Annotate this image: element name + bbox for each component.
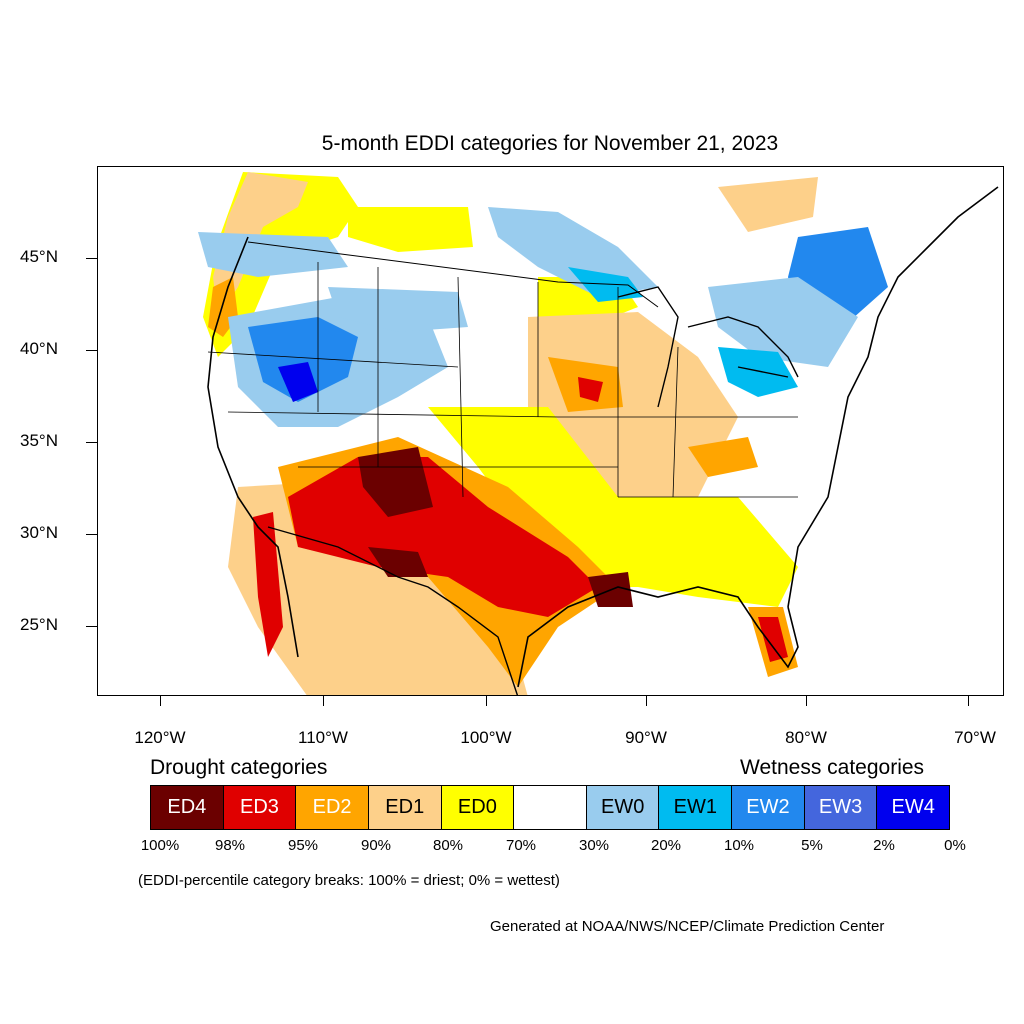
region-ew0-northern-rockies — [198, 232, 348, 277]
category-breaks-note: (EDDI-percentile category breaks: 100% =… — [138, 872, 560, 889]
x-axis-label-100w: 100°W — [460, 728, 512, 747]
y-tick-40n — [86, 350, 97, 351]
x-tick-110w — [323, 696, 324, 706]
y-axis-label-45n: 45°N — [20, 247, 58, 266]
region-ew1-ohio-valley — [718, 347, 798, 397]
legend-cell-ed1: ED1 — [368, 786, 442, 829]
legend-cell-ew0: EW0 — [586, 786, 660, 829]
region-ed3-iowa — [578, 377, 603, 402]
x-axis-label-120w: 120°W — [134, 728, 186, 747]
x-tick-90w — [646, 696, 647, 706]
category-legend-bar: ED4 ED3 ED2 ED1 ED0 EW0 EW1 EW2 EW3 EW4 — [150, 785, 950, 830]
mexico-border — [267, 526, 519, 695]
y-axis-label-25n: 25°N — [20, 615, 58, 634]
wetness-categories-heading: Wetness categories — [740, 756, 925, 779]
y-tick-25n — [86, 626, 97, 627]
y-axis-label-35n: 35°N — [20, 431, 58, 450]
credit-line: Generated at NOAA/NWS/NCEP/Climate Predi… — [490, 918, 885, 935]
legend-cell-ew3: EW3 — [804, 786, 878, 829]
legend-cell-ed3: ED3 — [223, 786, 297, 829]
legend-cell-ew1: EW1 — [659, 786, 733, 829]
percentile-label: 90% — [360, 837, 392, 854]
region-ed0-south — [428, 407, 798, 607]
eddi-map — [97, 166, 1004, 696]
legend-cell-ed2: ED2 — [296, 786, 369, 829]
y-tick-45n — [86, 258, 97, 259]
region-ed0-northern-plains — [348, 207, 473, 252]
region-ed1-northwest — [213, 172, 308, 317]
x-tick-70w — [968, 696, 969, 706]
region-ew1-rockies — [248, 317, 358, 402]
canada-border — [247, 241, 659, 308]
percentile-label: 98% — [214, 837, 246, 854]
region-ed4-new-mexico — [358, 447, 433, 517]
y-axis-label-40n: 40°N — [20, 339, 58, 358]
region-ed3-baja — [253, 512, 283, 657]
region-ew0-upper-midwest — [488, 207, 658, 297]
region-ed3-southwest — [288, 457, 598, 617]
percentile-label: 0% — [944, 837, 966, 854]
legend-cell-ed4: ED4 — [151, 786, 224, 829]
x-tick-100w — [486, 696, 487, 706]
region-ew0-dakotas — [328, 287, 468, 332]
percentile-label: 80% — [432, 837, 464, 854]
y-axis-label-30n: 30°N — [20, 523, 58, 542]
region-ed3-florida — [758, 617, 788, 662]
region-ed1-quebec — [718, 177, 818, 232]
legend-cell-normal — [514, 786, 587, 829]
east-coast — [787, 186, 999, 608]
legend-cell-ew2: EW2 — [732, 786, 805, 829]
y-tick-30n — [86, 534, 97, 535]
map-title: 5-month EDDI categories for November 21,… — [321, 132, 779, 155]
percentile-label: 100% — [140, 837, 180, 854]
percentile-label: 20% — [650, 837, 682, 854]
drought-categories-heading: Drought categories — [150, 756, 328, 779]
state-borders — [207, 262, 798, 498]
eddi-map-graphic — [198, 167, 999, 695]
region-ew0-northeast — [708, 277, 858, 367]
x-tick-80w — [806, 696, 807, 706]
percentile-label: 95% — [287, 837, 319, 854]
x-axis-label-70w: 70°W — [954, 728, 996, 747]
gulf-coast — [517, 586, 799, 688]
percentile-label: 2% — [873, 837, 895, 854]
x-tick-120w — [160, 696, 161, 706]
x-axis-label-80w: 80°W — [785, 728, 827, 747]
percentile-label: 70% — [505, 837, 537, 854]
region-ed2-kentucky — [688, 437, 758, 477]
x-axis-label-110w: 110°W — [298, 728, 348, 747]
region-ew3-utah — [278, 362, 318, 402]
x-axis-label-90w: 90°W — [625, 728, 667, 747]
legend-cell-ew4: EW4 — [877, 786, 950, 829]
legend-cell-ed0: ED0 — [441, 786, 515, 829]
percentile-label: 10% — [723, 837, 755, 854]
y-tick-35n — [86, 442, 97, 443]
percentile-label: 5% — [801, 837, 823, 854]
coastline-west — [207, 236, 299, 658]
great-lakes — [617, 286, 799, 408]
percentile-label: 30% — [578, 837, 610, 854]
